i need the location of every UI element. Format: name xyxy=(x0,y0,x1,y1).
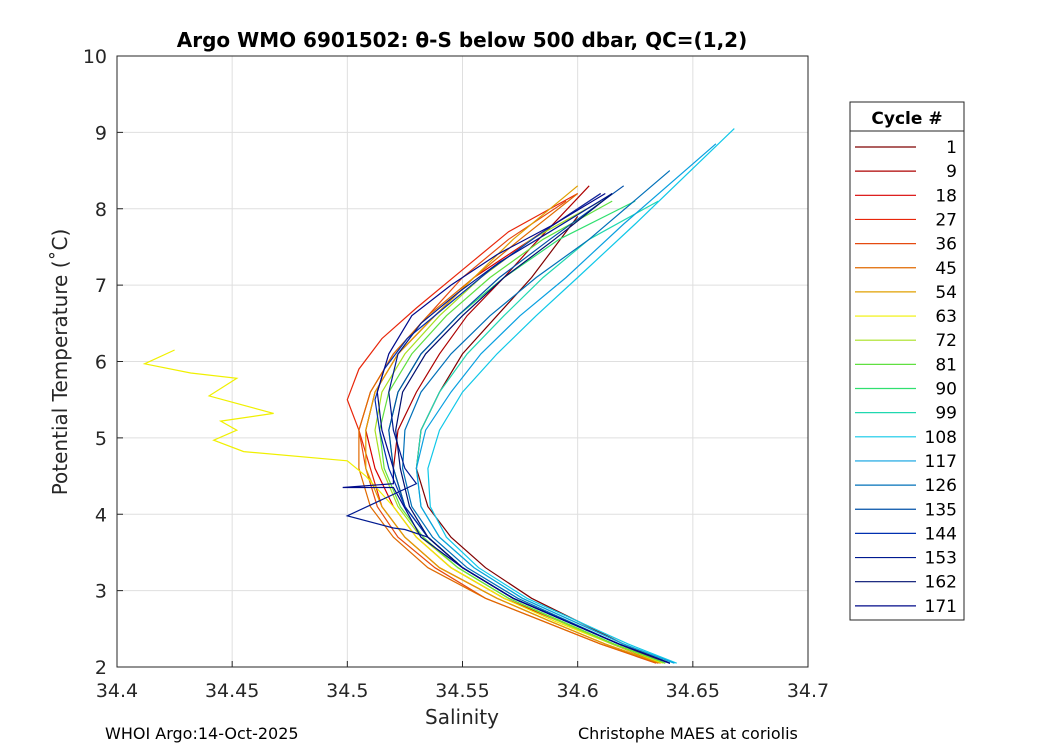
y-tick-label: 8 xyxy=(95,199,107,221)
x-tick-label: 34.6 xyxy=(557,680,599,702)
y-tick-label: 7 xyxy=(95,275,107,297)
footer-credit-right: Christophe MAES at coriolis xyxy=(578,724,798,743)
legend-label: 63 xyxy=(935,307,957,327)
x-tick-label: 34.45 xyxy=(205,680,259,702)
y-tick-label: 6 xyxy=(95,352,107,374)
axes: 34.4 34.45 34.5 34.55 34.6 34.65 34.7 2 3 4 5 6 7 8 9 1… xyxy=(83,46,829,702)
x-tick-label: 34.55 xyxy=(435,680,489,702)
series-line xyxy=(401,170,671,664)
legend-label: 54 xyxy=(935,283,957,303)
legend-label: 81 xyxy=(935,355,957,375)
x-tick-label: 34.4 xyxy=(96,680,138,702)
y-tick-label: 4 xyxy=(95,504,107,526)
legend-label: 99 xyxy=(935,404,957,424)
legend-label: 135 xyxy=(925,500,957,520)
legend-label: 171 xyxy=(925,597,957,617)
legend-label: 153 xyxy=(925,549,957,569)
legend-label: 18 xyxy=(935,186,957,206)
series-line xyxy=(358,193,659,664)
legend-label: 117 xyxy=(925,452,957,472)
series-line xyxy=(342,192,671,664)
y-tick-label: 2 xyxy=(95,657,107,679)
x-tick-label: 34.7 xyxy=(787,680,829,702)
legend-label: 72 xyxy=(935,331,957,351)
chart-title: Argo WMO 6901502: θ-S below 500 dbar, QC… xyxy=(177,28,747,52)
legend-label: 90 xyxy=(935,380,957,400)
legend-label: 27 xyxy=(935,210,957,230)
legend-label: 126 xyxy=(925,476,957,496)
series-line xyxy=(427,128,735,664)
x-axis-label: Salinity xyxy=(425,705,499,729)
y-tick-label: 5 xyxy=(95,428,107,450)
y-axis-label: Potential Temperature (˚C) xyxy=(48,229,72,496)
x-tick-label: 34.65 xyxy=(666,680,720,702)
y-tick-label: 9 xyxy=(95,122,107,144)
legend-label: 1 xyxy=(946,138,957,158)
y-tick-label: 10 xyxy=(83,46,107,68)
legend-label: 9 xyxy=(946,162,957,182)
footer-credit-left: WHOI Argo:14-Oct-2025 xyxy=(105,724,299,743)
series-line xyxy=(415,143,717,664)
legend-label: 36 xyxy=(935,235,957,255)
legend-label: 162 xyxy=(925,573,957,593)
x-tick-label: 34.5 xyxy=(326,680,368,702)
series-line xyxy=(378,200,666,664)
legend: Cycle # 19182736455463728190991081171261… xyxy=(849,101,965,621)
legend-label: 144 xyxy=(925,524,957,544)
legend-title: Cycle # xyxy=(871,109,942,129)
series-lines xyxy=(142,128,735,664)
legend-entries: 1 9 18 27 36 45 54 63 72 81 90 99 108 117 126 135 144 153… xyxy=(855,138,957,617)
series-line xyxy=(374,200,666,664)
y-tick-label: 3 xyxy=(95,581,107,603)
legend-label: 108 xyxy=(925,428,957,448)
series-line xyxy=(142,349,664,664)
legend-label: 45 xyxy=(935,259,957,279)
